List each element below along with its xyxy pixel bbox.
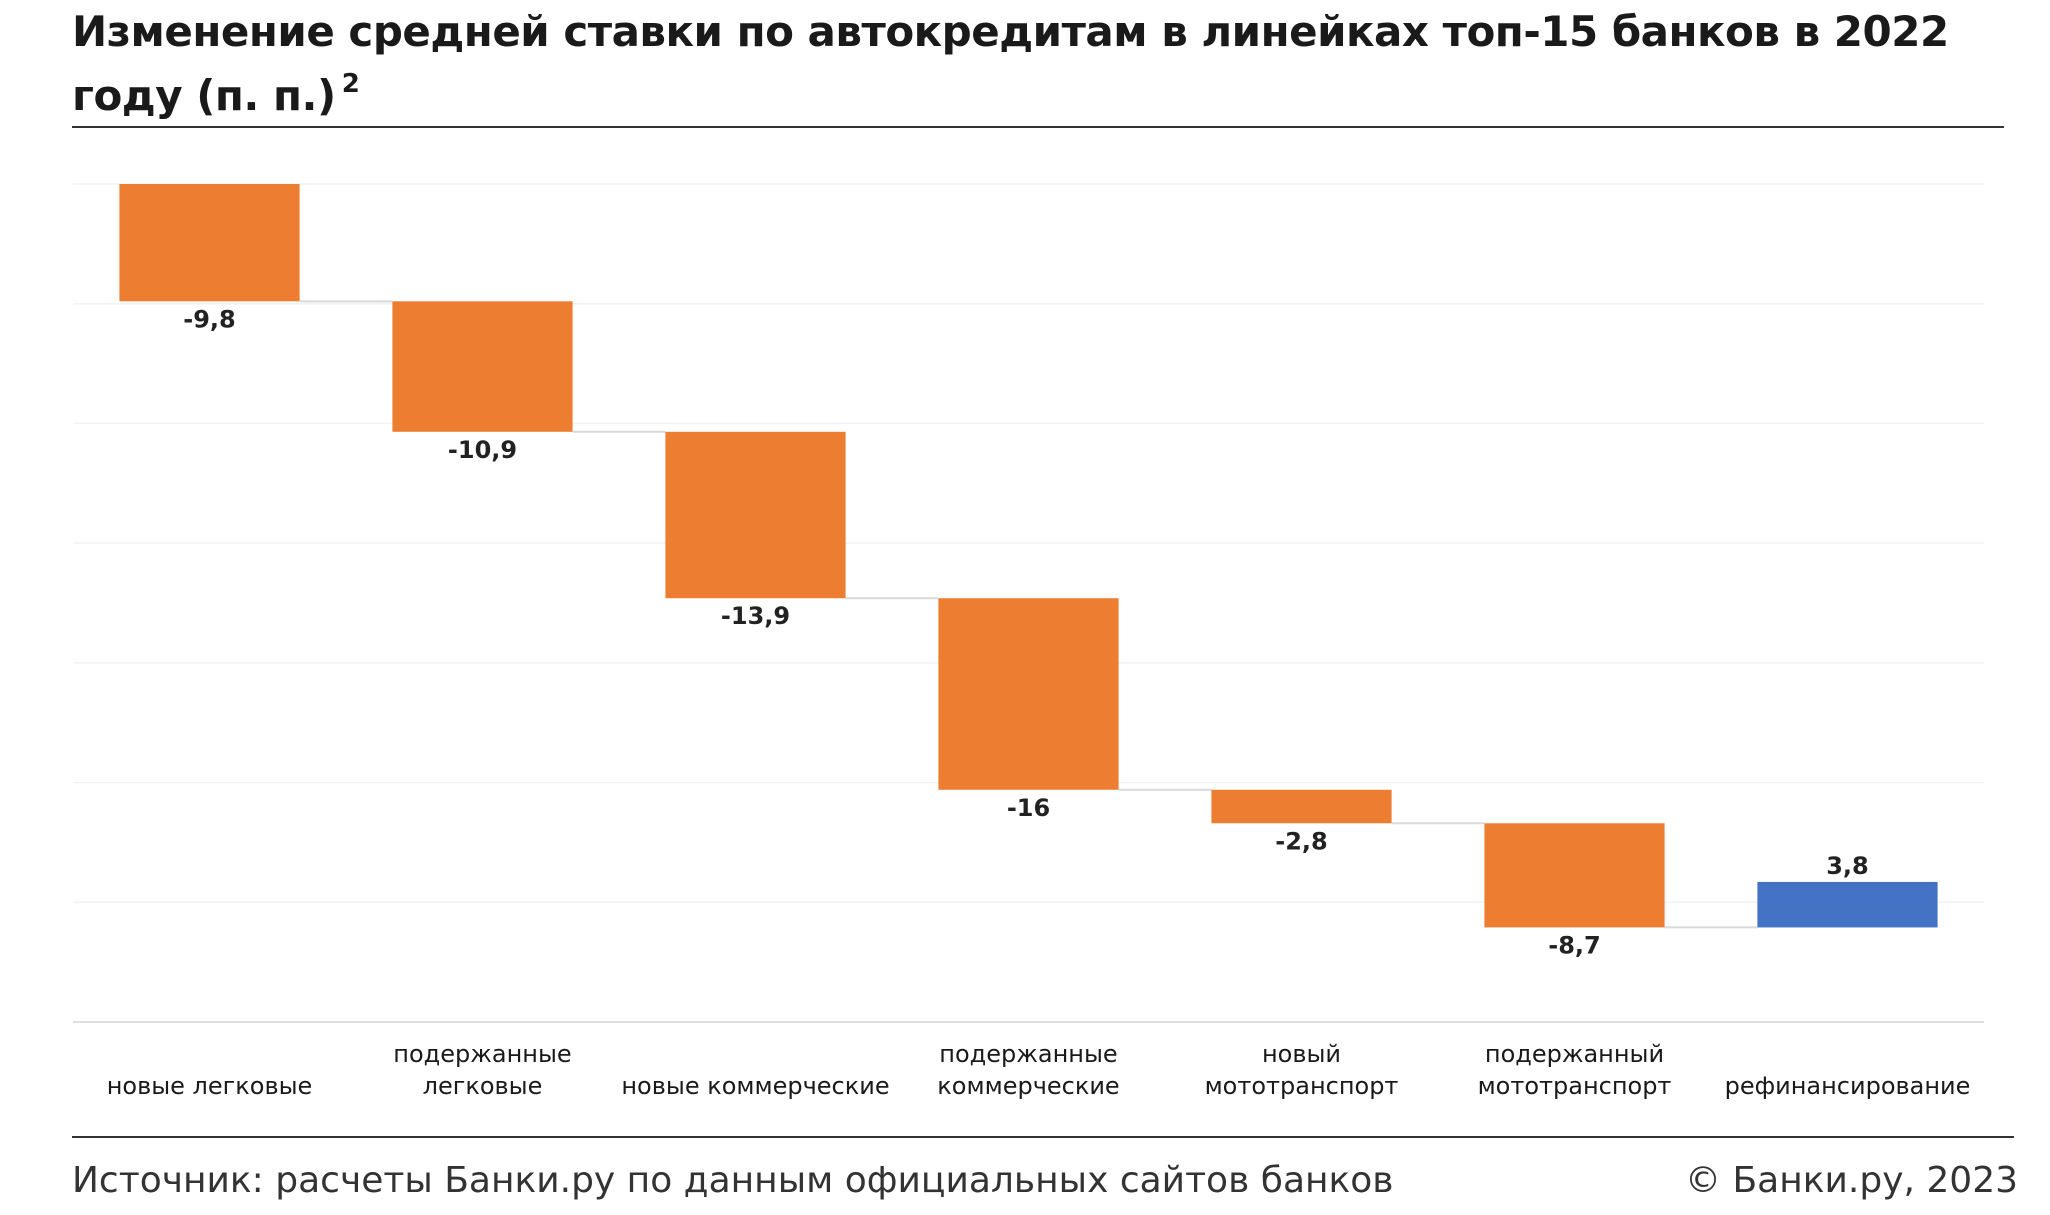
value-label: -16 [1007,794,1050,822]
value-label: -2,8 [1275,827,1327,855]
x-tick-label: подержанный мототранспорт [1477,1040,1672,1100]
x-tick-label: рефинансирование [1724,1072,1971,1100]
x-tick-label: новый мототранспорт [1204,1040,1399,1100]
x-tick-label: подержанные коммерческие [937,1040,1120,1100]
copyright: © Банки.ру, 2023 [1685,1160,2018,1201]
bar [1211,789,1392,824]
value-label: 3,8 [1826,852,1869,880]
x-tick-label: новые легковые [106,1072,313,1100]
bar [392,301,573,432]
bar [1484,823,1665,928]
value-label: -9,8 [183,305,235,333]
source: Источник: расчеты Банки.ру по данным офи… [72,1160,1394,1201]
value-label: -13,9 [721,602,790,630]
bottom-rule [72,1136,2014,1138]
title-note: 2 [341,69,360,99]
chart-title: Изменение средней ставки по автокредитам… [72,6,2032,122]
bar [119,184,300,302]
bar [938,598,1119,790]
bar [665,431,846,599]
top-rule [72,126,2004,128]
x-tick-label: подержанные легковые [393,1040,572,1100]
x-tick-label: новые коммерческие [621,1072,890,1100]
value-label: -8,7 [1548,931,1600,959]
bar [1757,881,1938,928]
title-text: Изменение средней ставки по автокредитам… [72,7,1949,120]
value-label: -10,9 [448,436,517,464]
